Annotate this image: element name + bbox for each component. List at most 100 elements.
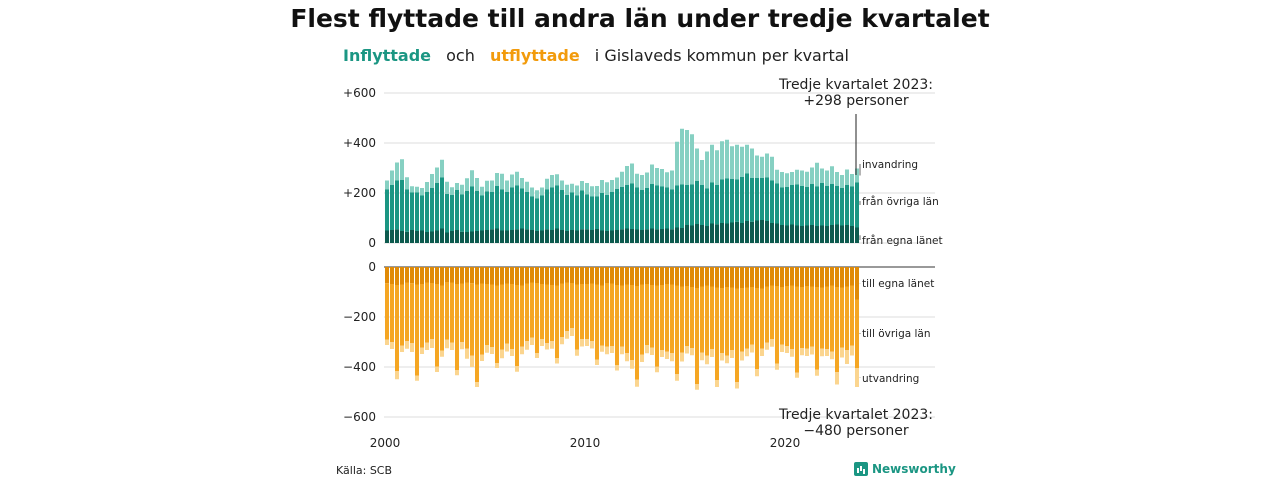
bar-out-1 [440, 285, 444, 351]
bar-out-0 [760, 267, 764, 289]
bar-out-2 [800, 348, 804, 356]
bar-in-0 [630, 229, 634, 243]
bar-out-1 [795, 286, 799, 373]
bar-in-2 [560, 180, 564, 190]
bar-out-2 [730, 350, 734, 358]
bar-out-2 [595, 359, 599, 365]
bar-in-2 [525, 181, 529, 192]
bar-in-0 [700, 225, 704, 243]
bar-in-1 [660, 186, 664, 229]
bar-in-1 [760, 178, 764, 220]
bar-in-1 [525, 191, 529, 230]
bar-in-2 [410, 186, 414, 193]
annotation-top-line1: Tredje kvartalet 2023: [778, 77, 933, 93]
bar-out-2 [630, 360, 634, 369]
bar-out-0 [805, 267, 809, 286]
bar-out-1 [730, 287, 734, 350]
bar-out-0 [515, 267, 519, 285]
bar-out-0 [740, 267, 744, 288]
bar-out-0 [385, 267, 389, 284]
bar-out-1 [765, 286, 769, 343]
bar-out-1 [520, 285, 524, 347]
bar-out-0 [550, 267, 554, 285]
bar-out-1 [840, 287, 844, 348]
bar-in-2 [520, 178, 524, 189]
bar-in-1 [455, 190, 459, 230]
bar-in-1 [755, 178, 759, 221]
bar-in-1 [745, 173, 749, 221]
bar-out-2 [775, 363, 779, 370]
bar-out-1 [390, 284, 394, 342]
bar-out-1 [460, 283, 464, 343]
bar-out-2 [625, 353, 629, 362]
bar-out-1 [455, 284, 459, 371]
bar-out-1 [565, 282, 569, 332]
brand-logo[interactable]: Newsworthy [854, 462, 956, 476]
bar-in-0 [685, 225, 689, 243]
bar-in-2 [495, 173, 499, 186]
bar-in-2 [635, 173, 639, 188]
bar-out-0 [570, 267, 574, 283]
bar-out-0 [440, 267, 444, 286]
bar-in-2 [730, 146, 734, 179]
bar-in-0 [585, 229, 589, 243]
bar-out-2 [820, 348, 824, 357]
bar-out-0 [840, 267, 844, 288]
x-tick-label: 2000 [370, 436, 401, 450]
bar-in-2 [735, 144, 739, 180]
bar-in-0 [720, 223, 724, 243]
bar-in-1 [560, 190, 564, 230]
bar-in-1 [400, 179, 404, 231]
bar-out-0 [425, 267, 429, 283]
bar-out-1 [575, 284, 579, 350]
bar-out-1 [535, 283, 539, 353]
bar-out-1 [490, 284, 494, 347]
bar-out-2 [780, 344, 784, 352]
bar-in-0 [595, 229, 599, 243]
bar-in-2 [505, 180, 509, 192]
bar-out-2 [490, 347, 494, 354]
bar-out-1 [655, 285, 659, 367]
bar-out-2 [850, 345, 854, 356]
bar-in-0 [415, 231, 419, 243]
bar-in-1 [605, 194, 609, 231]
bar-in-0 [810, 225, 814, 243]
bar-in-1 [590, 196, 594, 230]
bar-out-2 [760, 348, 764, 356]
bar-in-0 [620, 229, 624, 243]
bar-in-1 [710, 182, 714, 224]
bar-out-2 [450, 342, 454, 350]
bar-in-2 [490, 180, 494, 192]
bar-in-2 [475, 178, 479, 191]
brand-name: Newsworthy [872, 462, 956, 476]
bar-in-0 [840, 225, 844, 243]
y-tick-label-top: +600 [343, 86, 376, 100]
bar-out-0 [585, 267, 589, 284]
bar-out-2 [805, 348, 809, 356]
bar-in-2 [625, 166, 629, 185]
bar-in-2 [385, 180, 389, 190]
bar-in-1 [500, 189, 504, 231]
bar-in-0 [625, 228, 629, 243]
bar-out-1 [445, 282, 449, 340]
bar-out-0 [445, 267, 449, 282]
bar-in-1 [475, 191, 479, 231]
bar-in-2 [805, 171, 809, 187]
bar-out-1 [810, 286, 814, 347]
bar-out-0 [555, 267, 559, 286]
bar-in-2 [420, 188, 424, 196]
bar-in-0 [520, 228, 524, 243]
bar-in-1 [765, 177, 769, 221]
bar-out-2 [480, 354, 484, 361]
newsworthy-icon [854, 462, 868, 476]
bar-in-1 [690, 184, 694, 226]
bar-in-0 [640, 230, 644, 243]
bar-out-2 [645, 345, 649, 354]
bar-out-1 [450, 282, 454, 343]
bar-in-0 [655, 229, 659, 243]
bar-in-2 [845, 169, 849, 185]
bar-out-0 [610, 267, 614, 284]
bar-in-0 [835, 224, 839, 243]
bar-in-2 [540, 187, 544, 196]
annotation-top-line2: +298 personer [803, 93, 909, 109]
